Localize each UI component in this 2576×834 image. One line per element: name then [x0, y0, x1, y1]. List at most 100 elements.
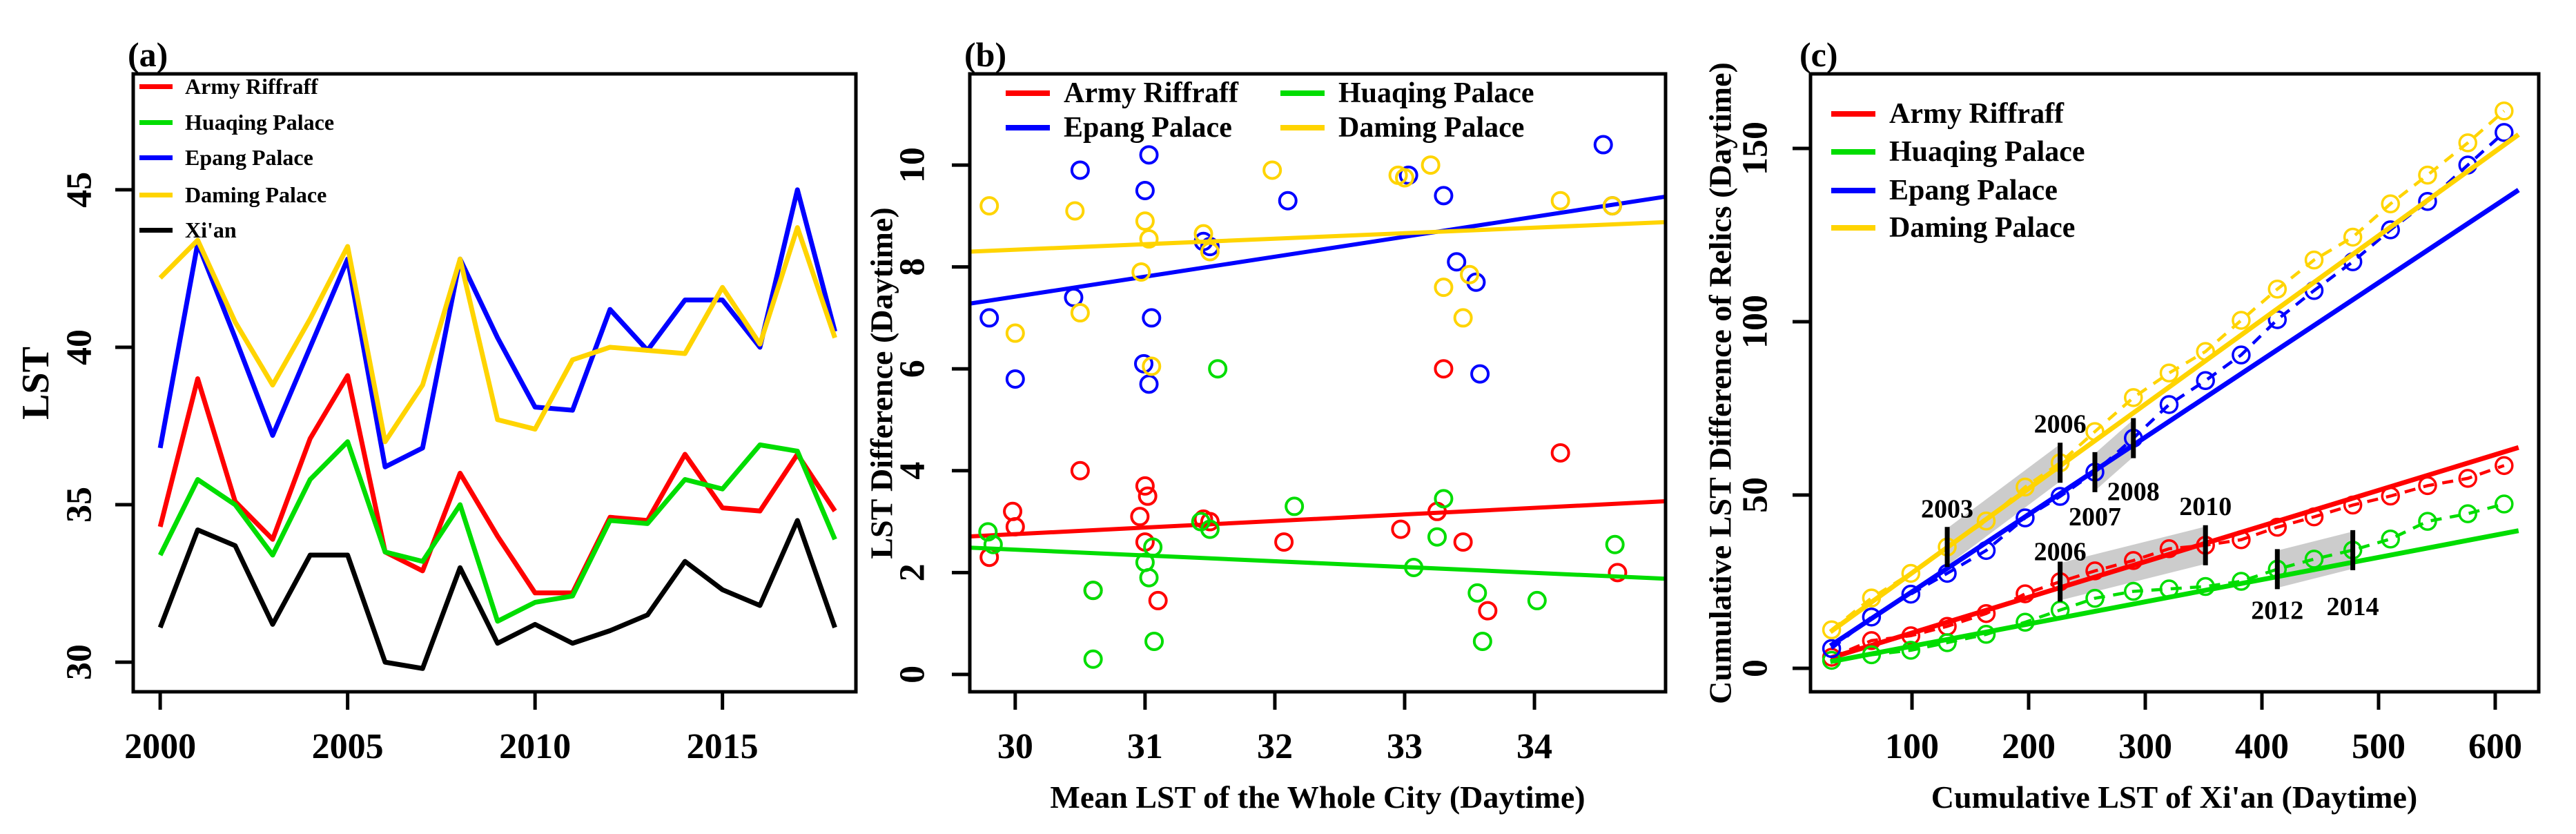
- cumulative-point-daming-palace: [2267, 280, 2287, 299]
- legend-label: Epang Palace: [1064, 112, 1232, 144]
- cumulative-point-epang-palace: [2381, 220, 2400, 240]
- year-annotation-2008: 2008: [2107, 478, 2160, 507]
- scatter-point-huaqing-palace: [1427, 527, 1447, 547]
- fit-line-epang-palace: [1828, 188, 2520, 648]
- trend-line-daming-palace: [969, 220, 1666, 254]
- year-annotation-2010: 2010: [2179, 492, 2232, 521]
- panel-c-xlabel: Cumulative LST of Xi'an (Daytime): [1931, 779, 2418, 815]
- legend-line-army-riffraff: [1831, 111, 1875, 117]
- year-annotation-2006: 2006: [2034, 537, 2087, 566]
- scatter-point-army-riffraff: [1135, 476, 1155, 496]
- x-tick-label: 400: [2235, 727, 2289, 766]
- legend-line-epang-palace: [1006, 125, 1050, 130]
- year-annotation-2006: 2006: [2034, 409, 2087, 438]
- cumulative-point-army-riffraff: [2495, 456, 2514, 476]
- cumulative-point-huaqing-palace: [2016, 612, 2035, 632]
- scatter-point-huaqing-palace: [1083, 649, 1103, 669]
- legend-item: Army Riffraff: [139, 74, 318, 99]
- scatter-point-epang-palace: [1447, 252, 1467, 272]
- x-tick-label: 600: [2468, 727, 2522, 766]
- panel-b-ylabel: LST Difference (Daytime): [863, 207, 899, 559]
- cumulative-point-huaqing-palace: [2124, 581, 2143, 601]
- scatter-point-daming-palace: [1065, 201, 1085, 221]
- legend-item: Epang Palace: [1831, 174, 2058, 207]
- x-tick-label: 33: [1387, 727, 1423, 766]
- scatter-point-huaqing-palace: [1467, 583, 1487, 603]
- cumulative-point-huaqing-palace: [1976, 625, 1996, 644]
- cumulative-dashed-line-army-riffraff: [1831, 464, 2505, 659]
- cumulative-point-huaqing-palace: [1822, 650, 1842, 670]
- cumulative-point-huaqing-palace: [2232, 572, 2251, 591]
- scatter-point-huaqing-palace: [1139, 568, 1159, 588]
- scatter-point-army-riffraff: [1550, 443, 1570, 463]
- cumulative-point-huaqing-palace: [2196, 576, 2215, 597]
- legend-line-huaqing-palace: [1280, 90, 1325, 96]
- scatter-point-epang-palace: [1134, 353, 1153, 374]
- cumulative-point-huaqing-palace: [2495, 494, 2514, 514]
- cumulative-point-epang-palace: [2159, 395, 2179, 414]
- scatter-point-daming-palace: [1070, 303, 1090, 323]
- scatter-point-huaqing-palace: [1285, 496, 1305, 516]
- cumulative-point-huaqing-palace: [2458, 504, 2478, 523]
- y-tick-label: 0: [893, 666, 933, 683]
- cumulative-point-daming-palace: [2381, 194, 2400, 214]
- scatter-point-huaqing-palace: [1472, 631, 1492, 651]
- y-tick-label: 150: [1736, 122, 1775, 175]
- panel-a-ylabel: LST: [14, 347, 57, 420]
- scatter-point-huaqing-palace: [1404, 557, 1424, 577]
- legend-label: Army Riffraff: [1064, 77, 1239, 109]
- legend-line-xian: [139, 228, 173, 233]
- y-tick-label: 100: [1736, 295, 1775, 349]
- cumulative-point-huaqing-palace: [2304, 550, 2324, 569]
- scatter-point-huaqing-palace: [1200, 519, 1220, 539]
- scatter-point-army-riffraff: [1138, 486, 1158, 506]
- y-tick-label: 4: [893, 462, 933, 480]
- legend-item: Army Riffraff: [1831, 97, 2064, 130]
- scatter-point-army-riffraff: [1070, 460, 1090, 481]
- scatter-point-daming-palace: [1139, 229, 1159, 249]
- cumulative-point-daming-palace: [1822, 620, 1842, 640]
- scatter-point-daming-palace: [1142, 356, 1162, 376]
- legend-item: Daming Palace: [1831, 211, 2075, 244]
- legend-line-huaqing-palace: [139, 120, 173, 125]
- year-annotation-2014: 2014: [2327, 592, 2379, 621]
- panel-a-tag: (a): [128, 35, 168, 74]
- scatter-point-huaqing-palace: [983, 534, 1003, 554]
- highlight-band-huaqing: [2277, 531, 2353, 588]
- cumulative-point-epang-palace: [2016, 508, 2035, 527]
- scatter-point-epang-palace: [1070, 160, 1090, 180]
- legend-item: Epang Palace: [139, 145, 313, 171]
- cumulative-point-huaqing-palace: [2159, 579, 2179, 599]
- cumulative-point-army-riffraff: [1976, 603, 1996, 623]
- x-tick-label: 2010: [499, 727, 571, 766]
- cumulative-dashed-line-huaqing-palace: [1831, 502, 2505, 662]
- scatter-point-daming-palace: [1131, 262, 1151, 282]
- scatter-point-epang-palace: [1470, 364, 1490, 384]
- cumulative-point-epang-palace: [2050, 487, 2070, 506]
- legend-item: Army Riffraff: [1006, 77, 1238, 110]
- panel-a-plot: 2000 2005 2010 2015 30 35 40 45: [60, 72, 858, 766]
- legend-line-army-riffraff: [139, 84, 173, 89]
- scatter-point-daming-palace: [1135, 211, 1155, 231]
- y-tick-label: 40: [60, 329, 99, 365]
- legend-item: Daming Palace: [1280, 111, 1524, 144]
- legend-line-daming-palace: [139, 193, 173, 197]
- panel-b-tag: (b): [964, 35, 1007, 74]
- legend-label: Huaqing Palace: [1889, 136, 2085, 168]
- cumulative-point-epang-palace: [1901, 584, 1921, 604]
- x-tick-label: 100: [1885, 727, 1939, 766]
- cumulative-point-army-riffraff: [2267, 517, 2287, 537]
- legend-label: Epang Palace: [1889, 175, 2058, 206]
- panel-c-tag: (c): [1799, 35, 1838, 74]
- scatter-point-army-riffraff: [1453, 532, 1473, 552]
- y-tick-label: 8: [893, 258, 933, 276]
- cumulative-point-huaqing-palace: [2050, 600, 2070, 620]
- panel-c-ylabel: Cumulative LST Difference of Relics (Day…: [1702, 62, 1738, 704]
- cumulative-point-daming-palace: [2232, 311, 2251, 330]
- scatter-point-army-riffraff: [1274, 532, 1294, 552]
- scatter-point-army-riffraff: [1478, 601, 1498, 621]
- scatter-point-daming-palace: [979, 196, 999, 216]
- cumulative-point-army-riffraff: [2124, 551, 2143, 570]
- x-tick-label: 2015: [687, 727, 759, 766]
